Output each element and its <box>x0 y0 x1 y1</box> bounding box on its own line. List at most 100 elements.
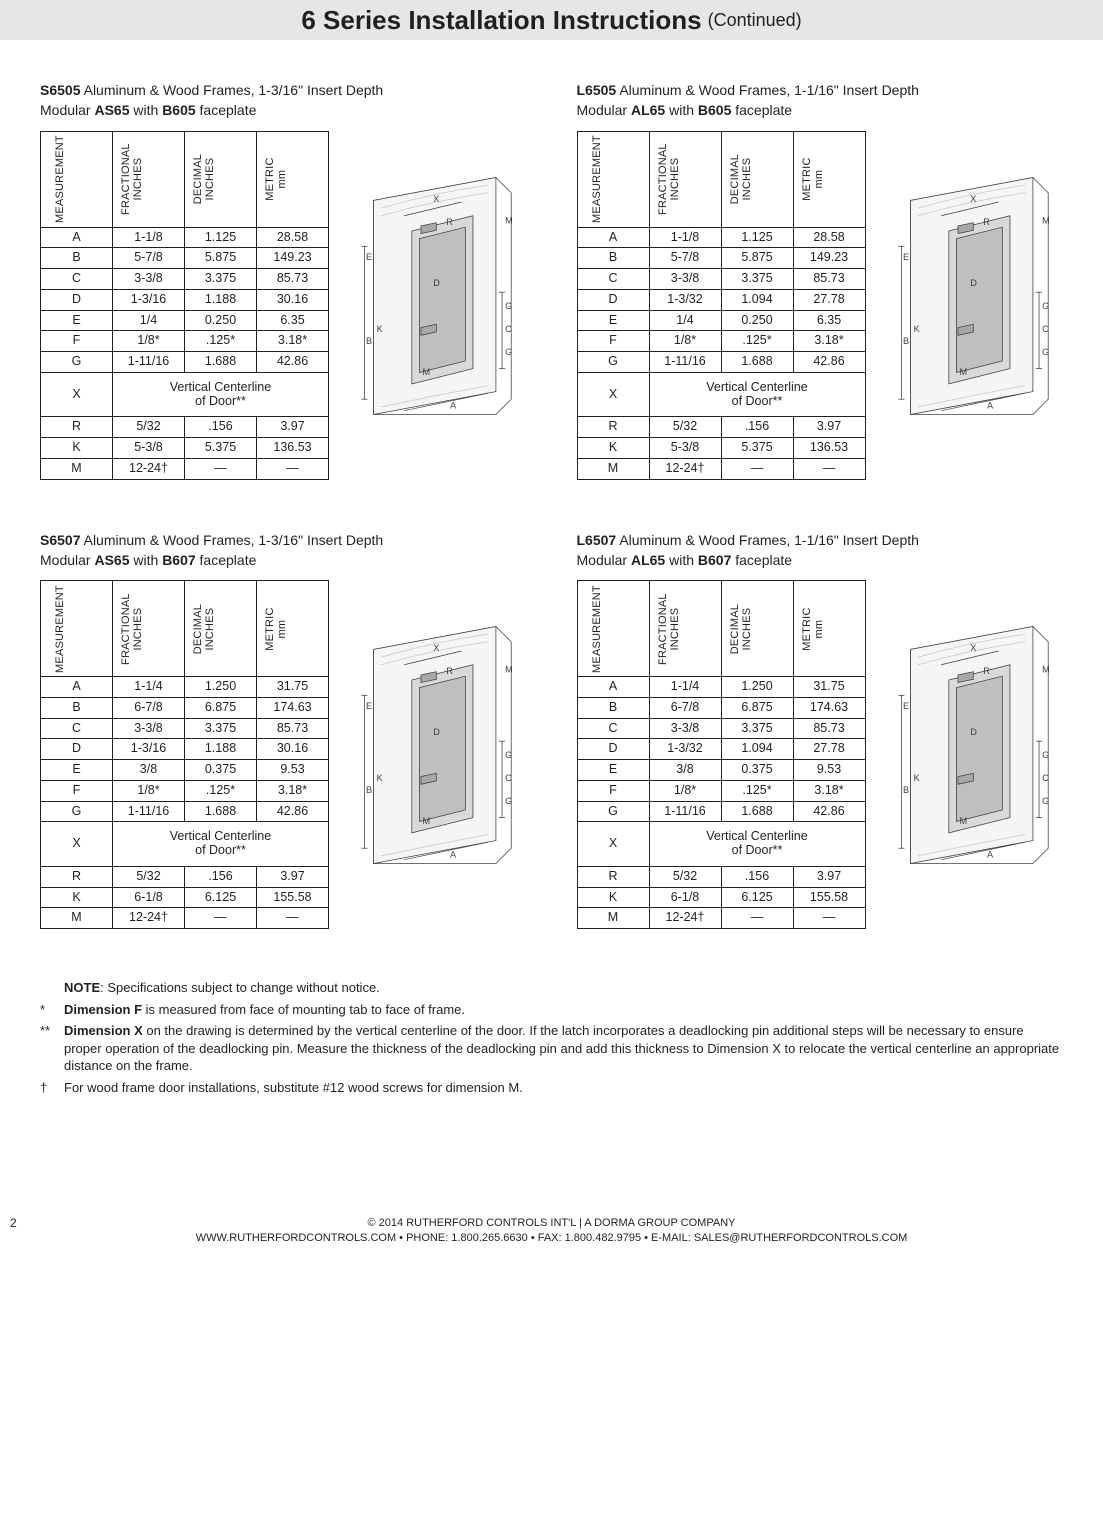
faceplate-code: B605 <box>698 102 731 118</box>
table-row: F1/8*.125*3.18* <box>41 780 329 801</box>
svg-text:E: E <box>366 252 372 262</box>
table-row: M12-24†—— <box>41 908 329 929</box>
table-row: G1-11/161.68842.86 <box>41 801 329 822</box>
col-header: FRACTIONALINCHES <box>113 131 185 227</box>
svg-text:X: X <box>433 643 439 653</box>
svg-text:K: K <box>377 773 383 783</box>
table-row: C3-3/83.37585.73 <box>41 269 329 290</box>
row-letter: X <box>577 372 649 417</box>
measurement-table: MEASUREMENTFRACTIONALINCHESDECIMALINCHES… <box>577 580 866 929</box>
frame-desc: Aluminum & Wood Frames, 1-3/16" Insert D… <box>80 532 383 548</box>
mm-cell: 3.97 <box>257 417 329 438</box>
frac-cell: 5-3/8 <box>649 438 721 459</box>
svg-text:D: D <box>433 278 440 288</box>
dec-cell: — <box>185 908 257 929</box>
mm-cell: 85.73 <box>793 718 865 739</box>
frac-cell: 1/8* <box>649 780 721 801</box>
svg-text:R: R <box>446 666 453 676</box>
svg-text:B: B <box>366 785 372 795</box>
row-letter: D <box>41 289 113 310</box>
mm-cell: — <box>793 458 865 479</box>
dec-cell: 6.125 <box>185 887 257 908</box>
dec-cell: .125* <box>721 331 793 352</box>
table-row: E1/40.2506.35 <box>41 310 329 331</box>
svg-text:B: B <box>902 336 908 346</box>
mm-cell: 155.58 <box>793 887 865 908</box>
row-letter: A <box>577 677 649 698</box>
row-letter: R <box>41 417 113 438</box>
row-letter: A <box>577 227 649 248</box>
svg-text:A: A <box>987 400 994 410</box>
frac-cell: 5/32 <box>113 417 185 438</box>
model-code: L6507 <box>577 532 617 548</box>
row-letter: K <box>41 887 113 908</box>
table-row: XVertical Centerline of Door** <box>577 372 865 417</box>
mm-cell: — <box>257 908 329 929</box>
section-L6507: L6507 Aluminum & Wood Frames, 1-1/16" In… <box>577 530 1064 930</box>
frac-cell: 1-11/16 <box>113 352 185 373</box>
dec-cell: 1.688 <box>185 801 257 822</box>
modular-code: AS65 <box>94 552 129 568</box>
table-row: G1-11/161.68842.86 <box>577 801 865 822</box>
table-row: XVertical Centerline of Door** <box>577 822 865 867</box>
mm-cell: 28.58 <box>257 227 329 248</box>
mm-cell: 3.18* <box>257 331 329 352</box>
table-row: D1-3/321.09427.78 <box>577 739 865 760</box>
svg-text:G: G <box>1042 750 1049 760</box>
mm-cell: 30.16 <box>257 289 329 310</box>
svg-text:D: D <box>433 727 440 737</box>
measurement-table: MEASUREMENTFRACTIONALINCHESDECIMALINCHES… <box>40 131 329 480</box>
section-heading: S6505 Aluminum & Wood Frames, 1-3/16" In… <box>40 80 527 121</box>
col-header: FRACTIONALINCHES <box>649 581 721 677</box>
col-header: DECIMALINCHES <box>185 581 257 677</box>
row-letter: X <box>41 372 113 417</box>
frac-cell: 5/32 <box>649 866 721 887</box>
mm-cell: 31.75 <box>793 677 865 698</box>
col-header: MEASUREMENT <box>41 581 113 677</box>
frac-cell: 12-24† <box>113 908 185 929</box>
table-row: K5-3/85.375136.53 <box>41 438 329 459</box>
table-row: K5-3/85.375136.53 <box>577 438 865 459</box>
table-row: A1-1/41.25031.75 <box>41 677 329 698</box>
table-row: F1/8*.125*3.18* <box>577 331 865 352</box>
dec-cell: 1.125 <box>721 227 793 248</box>
table-row: D1-3/321.09427.78 <box>577 289 865 310</box>
table-row: A1-1/41.25031.75 <box>577 677 865 698</box>
row-letter: M <box>41 908 113 929</box>
frac-cell: 1/4 <box>113 310 185 331</box>
dec-cell: 1.094 <box>721 289 793 310</box>
dec-cell: 3.375 <box>721 269 793 290</box>
dec-cell: 0.250 <box>721 310 793 331</box>
mm-cell: 6.35 <box>257 310 329 331</box>
table-row: R5/32.1563.97 <box>41 866 329 887</box>
svg-text:G: G <box>505 346 512 356</box>
table-row: R5/32.1563.97 <box>41 417 329 438</box>
frac-cell: 12-24† <box>649 908 721 929</box>
table-row: XVertical Centerline of Door** <box>41 372 329 417</box>
row-letter: E <box>577 310 649 331</box>
note-star2: ** Dimension X on the drawing is determi… <box>40 1022 1063 1075</box>
page-title-main: 6 Series Installation Instructions <box>301 5 701 36</box>
mm-cell: 3.18* <box>793 331 865 352</box>
col-header: FRACTIONALINCHES <box>649 131 721 227</box>
svg-text:D: D <box>970 278 977 288</box>
dec-cell: 0.375 <box>185 760 257 781</box>
table-row: B5-7/85.875149.23 <box>577 248 865 269</box>
row-letter: M <box>577 458 649 479</box>
x-centerline-note: Vertical Centerline of Door** <box>649 372 865 417</box>
row-letter: A <box>41 677 113 698</box>
row-letter: D <box>41 739 113 760</box>
frac-cell: 1/8* <box>113 780 185 801</box>
modular-code: AL65 <box>631 552 665 568</box>
x-centerline-note: Vertical Centerline of Door** <box>649 822 865 867</box>
col-header: DECIMALINCHES <box>185 131 257 227</box>
mm-cell: 149.23 <box>793 248 865 269</box>
faceplate-code: B607 <box>698 552 731 568</box>
mm-cell: 3.97 <box>793 417 865 438</box>
svg-text:G: G <box>1042 796 1049 806</box>
dec-cell: 5.875 <box>185 248 257 269</box>
x-centerline-note: Vertical Centerline of Door** <box>113 372 329 417</box>
table-row: XVertical Centerline of Door** <box>41 822 329 867</box>
dec-cell: 5.375 <box>721 438 793 459</box>
col-header: MEASUREMENT <box>577 581 649 677</box>
